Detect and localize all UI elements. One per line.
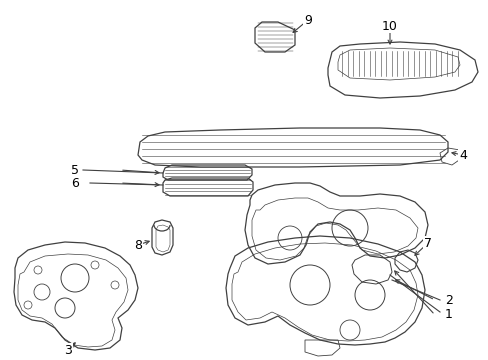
Text: 6: 6 <box>71 176 79 189</box>
Text: 8: 8 <box>134 239 142 252</box>
Text: 5: 5 <box>71 163 79 176</box>
Text: 1: 1 <box>444 309 452 321</box>
Text: 3: 3 <box>64 343 72 356</box>
Text: 7: 7 <box>423 237 431 249</box>
Text: 4: 4 <box>458 149 466 162</box>
Text: 2: 2 <box>444 293 452 306</box>
Text: 10: 10 <box>381 19 397 32</box>
Text: 9: 9 <box>304 14 311 27</box>
